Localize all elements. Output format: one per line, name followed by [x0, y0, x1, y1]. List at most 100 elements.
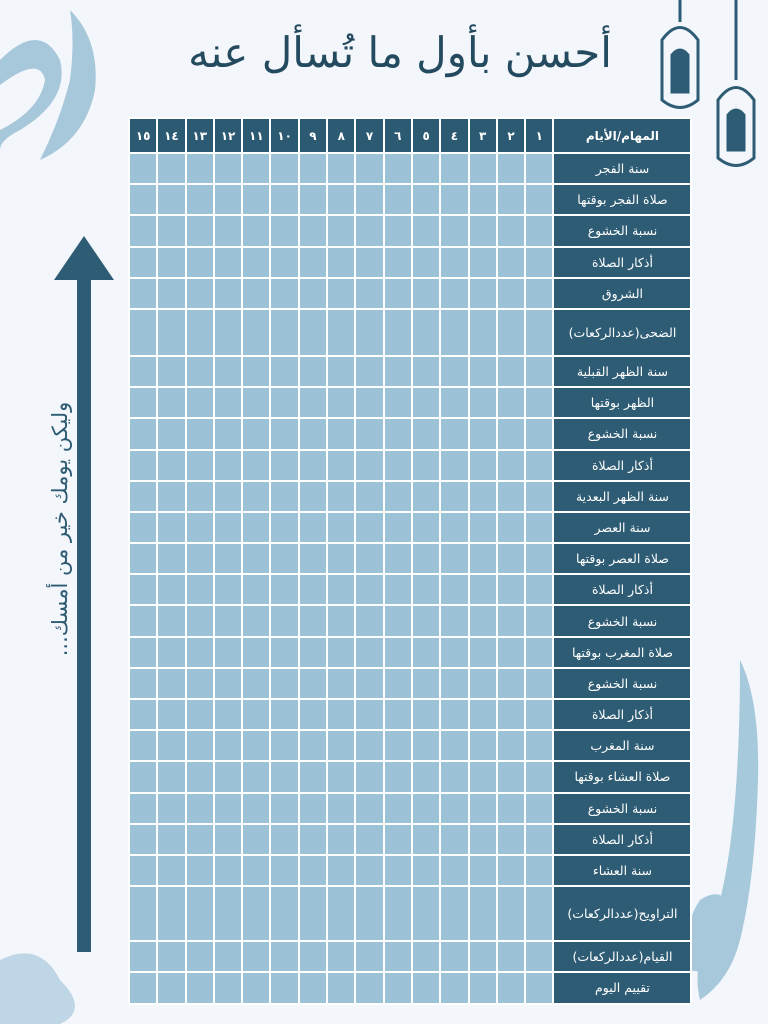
header-day: ٤	[441, 119, 468, 152]
header-row: المهام/الأيام ١ ٢ ٣ ٤ ٥ ٦ ٧ ٨ ٩ ١٠ ١١ ١٢ ١٣ ١٤ ١٥	[130, 119, 691, 152]
day-cell	[130, 575, 157, 605]
day-cell	[469, 544, 496, 574]
day-cell	[299, 185, 327, 215]
day-cell	[412, 154, 440, 184]
day-cell	[441, 247, 468, 277]
day-cell	[497, 762, 525, 792]
day-cell	[214, 356, 242, 387]
day-cell	[130, 154, 157, 184]
day-cell	[526, 247, 553, 277]
day-cell	[158, 973, 185, 1003]
day-cell	[441, 544, 468, 574]
day-cell	[130, 544, 157, 574]
day-cell	[526, 793, 553, 823]
day-cell	[214, 700, 242, 730]
day-cell	[526, 731, 553, 761]
day-cell	[384, 388, 411, 418]
day-cell	[243, 216, 270, 246]
day-cell	[186, 544, 213, 574]
day-cell	[356, 887, 383, 941]
day-cell	[469, 388, 496, 418]
day-cell	[356, 762, 383, 792]
task-row: سنة الظهر القبلية	[130, 356, 691, 387]
day-cell	[130, 855, 157, 886]
day-cell	[441, 731, 468, 761]
day-cell	[526, 606, 553, 636]
day-cell	[214, 855, 242, 886]
task-label: التراويح(عددالركعات)	[554, 887, 691, 941]
day-cell	[526, 942, 553, 972]
day-cell	[469, 247, 496, 277]
day-cell	[356, 247, 383, 277]
day-cell	[130, 606, 157, 636]
day-cell	[356, 606, 383, 636]
task-row: سنة العشاء	[130, 855, 691, 886]
day-cell	[384, 185, 411, 215]
day-cell	[271, 419, 298, 449]
day-cell	[526, 700, 553, 730]
day-cell	[469, 185, 496, 215]
day-cell	[186, 247, 213, 277]
day-cell	[384, 450, 411, 480]
day-cell	[299, 887, 327, 941]
day-cell	[299, 973, 327, 1003]
day-cell	[384, 637, 411, 667]
day-cell	[299, 575, 327, 605]
day-cell	[412, 450, 440, 480]
day-cell	[441, 575, 468, 605]
day-cell	[299, 762, 327, 792]
day-cell	[356, 824, 383, 854]
day-cell	[328, 388, 355, 418]
task-row: صلاة المغرب بوقتها	[130, 637, 691, 667]
task-row: صلاة الفجر بوقتها	[130, 185, 691, 215]
day-cell	[186, 762, 213, 792]
day-cell	[469, 855, 496, 886]
day-cell	[328, 762, 355, 792]
day-cell	[186, 855, 213, 886]
day-cell	[441, 855, 468, 886]
day-cell	[412, 731, 440, 761]
day-cell	[497, 154, 525, 184]
day-cell	[497, 309, 525, 355]
day-cell	[384, 247, 411, 277]
day-cell	[497, 855, 525, 886]
day-cell	[299, 855, 327, 886]
header-day: ٩	[299, 119, 327, 152]
day-cell	[526, 356, 553, 387]
task-label: أذكار الصلاة	[554, 247, 691, 277]
day-cell	[328, 185, 355, 215]
day-cell	[356, 356, 383, 387]
day-cell	[186, 185, 213, 215]
day-cell	[328, 887, 355, 941]
task-label: صلاة العصر بوقتها	[554, 544, 691, 574]
task-row: أذكار الصلاة	[130, 575, 691, 605]
day-cell	[384, 481, 411, 511]
day-cell	[412, 887, 440, 941]
task-label: سنة الفجر	[554, 154, 691, 184]
day-cell	[130, 637, 157, 667]
task-label: نسبة الخشوع	[554, 419, 691, 449]
day-cell	[243, 309, 270, 355]
day-cell	[356, 668, 383, 698]
day-cell	[271, 309, 298, 355]
day-cell	[328, 309, 355, 355]
day-cell	[497, 450, 525, 480]
day-cell	[130, 309, 157, 355]
day-cell	[243, 544, 270, 574]
task-row: نسبة الخشوع	[130, 419, 691, 449]
task-label: نسبة الخشوع	[554, 793, 691, 823]
task-label: أذكار الصلاة	[554, 824, 691, 854]
day-cell	[441, 388, 468, 418]
day-cell	[469, 216, 496, 246]
title: أحسن بأول ما تُسأل عنه	[188, 28, 612, 77]
day-cell	[243, 942, 270, 972]
day-cell	[214, 481, 242, 511]
day-cell	[158, 388, 185, 418]
day-cell	[130, 700, 157, 730]
day-cell	[412, 419, 440, 449]
side-text: وليكن يومك خير من أمسك...	[48, 401, 72, 657]
day-cell	[441, 481, 468, 511]
day-cell	[497, 973, 525, 1003]
day-cell	[328, 247, 355, 277]
day-cell	[299, 356, 327, 387]
